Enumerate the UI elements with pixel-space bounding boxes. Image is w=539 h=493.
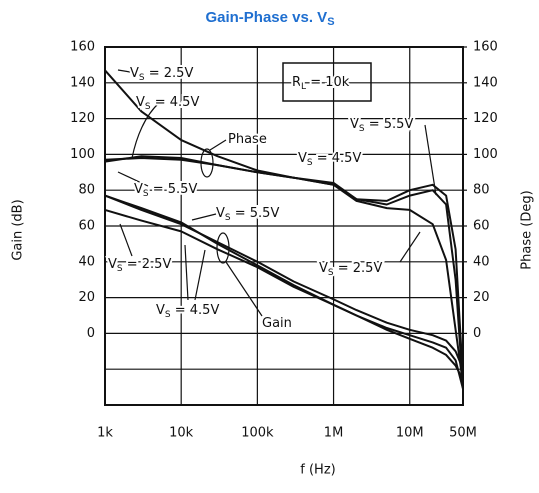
annotation-main: V xyxy=(350,117,359,132)
annotation-main: Phase xyxy=(228,132,267,147)
x-tick-label: 10k xyxy=(169,426,194,441)
annotation: VS = 4.5V xyxy=(156,303,219,320)
y-tick-label: 40 xyxy=(78,254,95,269)
annotation-sub: S xyxy=(165,310,171,320)
annotation: VS = 2.5V xyxy=(108,257,171,274)
pointer xyxy=(191,213,217,221)
annotation-rest: = 2.5V xyxy=(145,66,194,81)
y2-tick-label: 80 xyxy=(473,183,490,198)
y2-tick-label: 20 xyxy=(473,290,490,305)
annotation-rest: = 4.5V xyxy=(171,303,220,318)
annotation-rest: = 5.5V xyxy=(231,206,280,221)
y2-tick-label: 0 xyxy=(473,326,481,341)
annotation: RL = 10k xyxy=(292,75,350,92)
annotation: VS = 2.5V xyxy=(130,66,193,83)
annotation-rest: = 2.5V xyxy=(123,257,172,272)
annotation-main: V xyxy=(319,261,328,276)
annotation: VS = 5.5V xyxy=(216,206,279,223)
annotation-sub: S xyxy=(143,189,149,199)
annotation-rest: = 5.5V xyxy=(365,117,414,132)
y2-tick-label: 120 xyxy=(473,111,498,126)
annotation-main: V xyxy=(216,206,225,221)
x-tick-label: 50M xyxy=(449,426,477,441)
annotation: VS = 4.5V xyxy=(298,151,361,168)
pointer xyxy=(184,244,206,301)
annotation-main: R xyxy=(292,75,301,90)
x-tick-label: 10M xyxy=(396,426,424,441)
pointer xyxy=(119,223,133,257)
annotation-main: V xyxy=(298,151,307,166)
y2-tick-label: 100 xyxy=(473,147,498,162)
y-tick-label: 160 xyxy=(70,40,95,55)
annotation-rest: = 2.5V xyxy=(334,261,383,276)
annotation-sub: S xyxy=(225,213,231,223)
annotation-rest: = 4.5V xyxy=(151,95,200,110)
y-axis-label: Gain (dB) xyxy=(11,199,26,260)
annotation-rest: = 10k xyxy=(306,75,350,90)
y2-tick-label: 140 xyxy=(473,75,498,90)
annotation-main: V xyxy=(108,257,117,272)
pointer xyxy=(424,124,437,196)
annotation-main: V xyxy=(130,66,139,81)
annotation-main: V xyxy=(136,95,145,110)
pointers xyxy=(117,69,437,317)
pointer xyxy=(117,171,149,187)
annotation: VS = 5.5V xyxy=(134,182,197,199)
y2-tick-label: 60 xyxy=(473,219,490,234)
title-main: Gain-Phase vs. V xyxy=(205,9,327,26)
annotation-rest: = 5.5V xyxy=(149,182,198,197)
chart-title: Gain-Phase vs. VS xyxy=(205,9,334,28)
pointer xyxy=(117,69,143,75)
annotation-main: Gain xyxy=(262,316,292,331)
y-tick-label: 80 xyxy=(78,183,95,198)
x-tick-label: 1k xyxy=(97,426,113,441)
y2-axis-label: Phase (Deg) xyxy=(520,190,535,269)
annotation-sub: S xyxy=(328,268,334,278)
pointer xyxy=(131,101,161,159)
annotation: Gain xyxy=(262,316,292,331)
x-tick-label: 1M xyxy=(324,426,344,441)
annotation: VS = 4.5V xyxy=(136,95,199,112)
annotation-main: V xyxy=(156,303,165,318)
annotation-main: V xyxy=(134,182,143,197)
annotation-sub: L xyxy=(301,82,306,92)
annotation-sub: S xyxy=(307,158,313,168)
annotation: VS = 5.5V xyxy=(350,117,413,134)
title-sub: S xyxy=(327,16,334,28)
x-axis-label: f (Hz) xyxy=(300,463,335,478)
series-line xyxy=(104,194,464,370)
y2-tick-label: 40 xyxy=(473,254,490,269)
x-tick-label: 100k xyxy=(241,426,274,441)
y-tick-label: 140 xyxy=(70,75,95,90)
annotation-sub: S xyxy=(145,102,151,112)
series-line xyxy=(104,155,464,380)
pointer xyxy=(209,139,227,151)
series-line xyxy=(104,208,464,381)
y-tick-label: 0 xyxy=(87,326,95,341)
annotation-sub: S xyxy=(117,264,123,274)
rl-box xyxy=(282,62,372,102)
annotation-sub: S xyxy=(139,73,145,83)
annotation-sub: S xyxy=(359,124,365,134)
y2-tick-label: 160 xyxy=(473,40,498,55)
y-tick-label: 20 xyxy=(78,290,95,305)
y-tick-label: 100 xyxy=(70,147,95,162)
y-tick-label: 120 xyxy=(70,111,95,126)
annotation: Phase xyxy=(228,132,267,147)
y-tick-label: 60 xyxy=(78,219,95,234)
annotation: VS = 2.5V xyxy=(319,261,382,278)
plot-frame xyxy=(104,46,464,406)
annotation-rest: = 4.5V xyxy=(313,151,362,166)
pointer xyxy=(225,261,263,317)
